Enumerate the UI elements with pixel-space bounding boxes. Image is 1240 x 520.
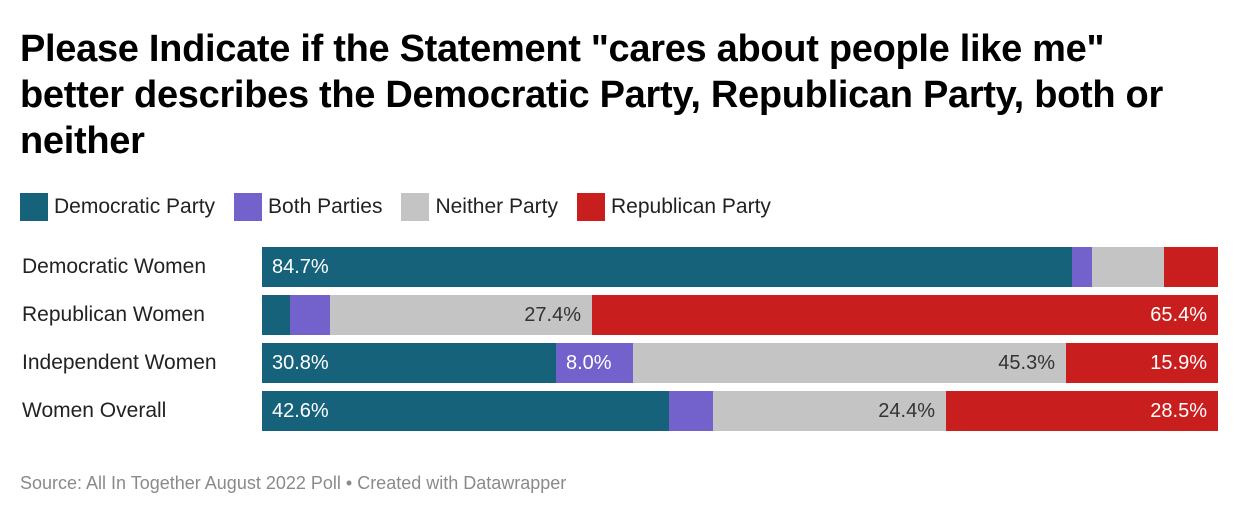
legend-swatch-democratic — [20, 193, 48, 221]
data-label: 27.4% — [524, 304, 581, 326]
data-label: 28.5% — [1150, 400, 1207, 422]
legend-swatch-republican — [577, 193, 605, 221]
bar-segment-republican-party — [592, 295, 1218, 335]
legend-label-both: Both Parties — [268, 195, 383, 218]
legend-item-neither: Neither Party — [401, 193, 558, 221]
bar-segment-neither-party — [633, 343, 1066, 383]
data-label: 65.4% — [1150, 304, 1207, 326]
bar-segment-neither-party — [330, 295, 592, 335]
data-label: 30.8% — [272, 352, 329, 374]
stacked-bar: 84.7% — [262, 247, 1218, 287]
bar-segment-democratic-party — [262, 343, 556, 383]
stacked-bar: 27.4% 65.4% — [262, 295, 1218, 335]
stacked-bar: 42.6% 24.4% 28.5% — [262, 391, 1218, 431]
bar-segment-both-parties — [1072, 247, 1092, 287]
bar-segment-neither-party — [713, 391, 946, 431]
legend-swatch-both — [234, 193, 263, 221]
bar-segment-republican-party — [1164, 247, 1218, 287]
category-label: Women Overall — [22, 399, 167, 422]
legend-item-democratic: Democratic Party — [20, 193, 215, 221]
legend-label-neither: Neither Party — [435, 195, 558, 218]
bar-segment-both-parties — [669, 391, 713, 431]
source-footer: Source: All In Together August 2022 Poll… — [20, 473, 567, 493]
legend-swatch-neither — [401, 193, 430, 221]
legend-item-republican: Republican Party — [577, 193, 771, 221]
bar-row-democratic-women: Democratic Women 84.7% — [0, 247, 1240, 287]
category-label: Republican Women — [22, 303, 205, 326]
bar-segment-republican-party — [946, 391, 1218, 431]
bar-row-republican-women: Republican Women 27.4% 65.4% — [0, 295, 1240, 335]
bar-segment-democratic-party — [262, 391, 669, 431]
data-label: 84.7% — [272, 256, 329, 278]
legend-item-both: Both Parties — [234, 193, 382, 221]
category-label: Democratic Women — [22, 255, 206, 278]
data-label: 24.4% — [878, 400, 935, 422]
category-label: Independent Women — [22, 351, 217, 374]
bar-segment-democratic-party — [262, 247, 1072, 287]
bar-row-independent-women: Independent Women 30.8% 8.0% 45.3% 15.9% — [0, 343, 1240, 383]
data-label: 8.0% — [566, 352, 612, 374]
bar-row-women-overall: Women Overall 42.6% 24.4% 28.5% — [0, 391, 1240, 431]
stacked-bar-chart: Democratic Women 84.7% Republican Women 27.… — [0, 247, 1240, 437]
data-label: 42.6% — [272, 400, 329, 422]
bar-segment-neither-party — [1092, 247, 1164, 287]
data-label: 45.3% — [998, 352, 1055, 374]
legend-label-democratic: Democratic Party — [54, 195, 216, 218]
chart-title: Please Indicate if the Statement "cares … — [20, 28, 1163, 162]
legend-label-republican: Republican Party — [611, 195, 771, 218]
stacked-bar: 30.8% 8.0% 45.3% 15.9% — [262, 343, 1218, 383]
bar-segment-both-parties — [290, 295, 330, 335]
data-label: 15.9% — [1150, 352, 1207, 374]
bar-segment-republican-party — [1066, 343, 1218, 383]
bar-segment-both-parties — [556, 343, 633, 383]
bar-segment-democratic-party — [262, 295, 290, 335]
legend: Democratic Party Both Parties Neither Pa… — [20, 193, 790, 221]
